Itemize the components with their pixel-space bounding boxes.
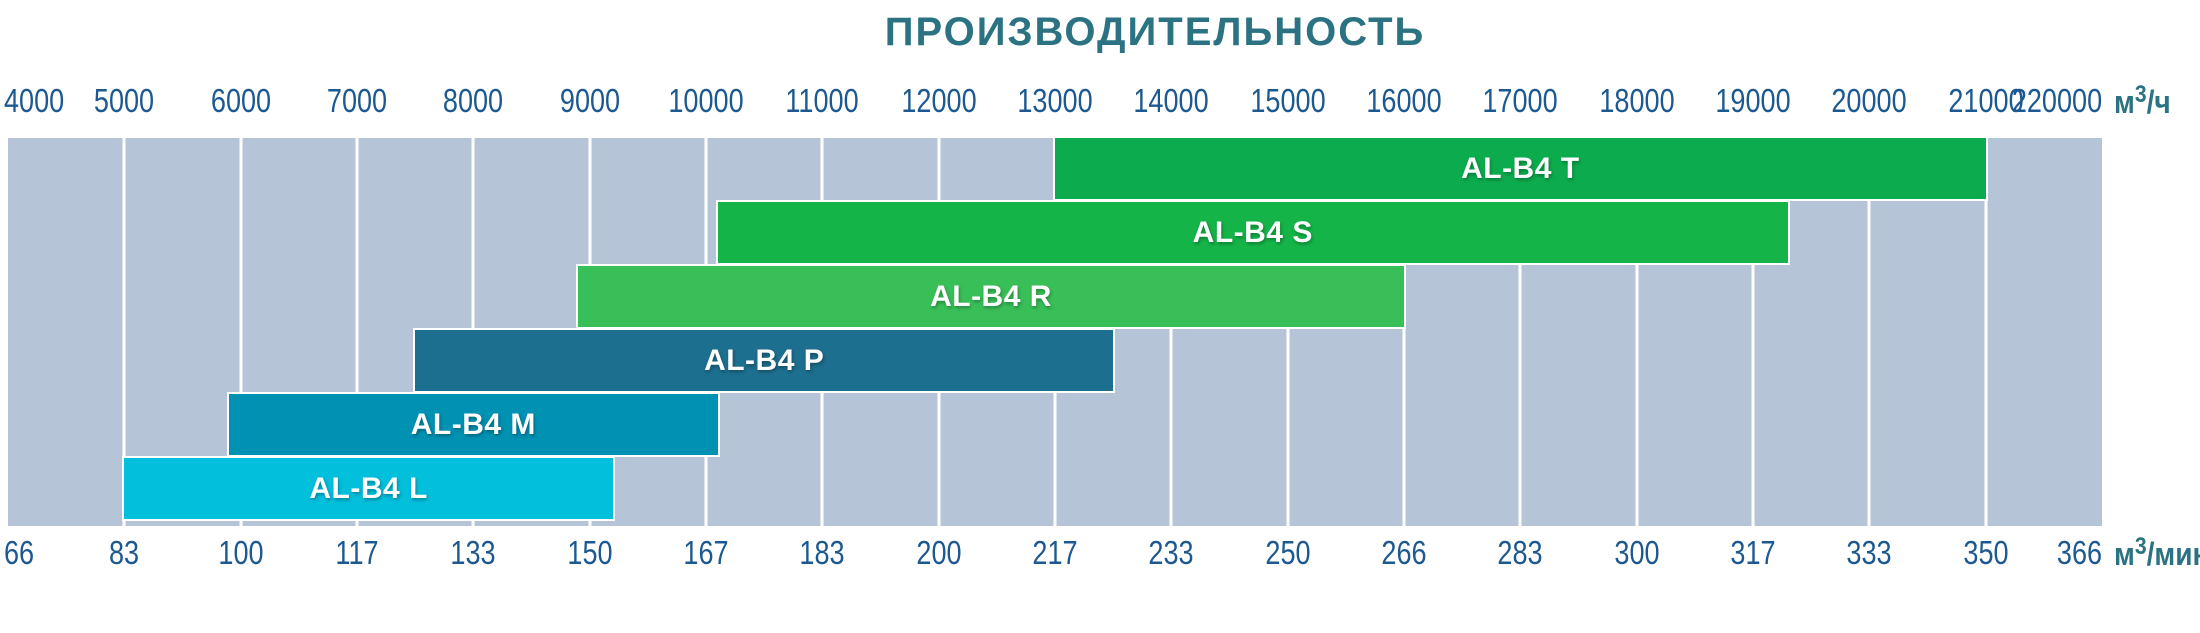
bar-label: AL-B4 M: [410, 408, 536, 441]
bottom-axis-tick: 266: [1381, 534, 1427, 571]
top-axis-tick: 220000: [2011, 82, 2102, 119]
top-axis-tick: 8000: [443, 82, 504, 119]
top-axis-tick: 19000: [1715, 82, 1791, 119]
top-axis-tick: 14000: [1133, 82, 1209, 119]
bar-label: AL-B4 P: [704, 344, 825, 377]
bottom-axis-tick: 250: [1265, 534, 1311, 571]
bottom-axis-tick: 217: [1032, 534, 1078, 571]
bottom-axis-tick: 233: [1148, 534, 1194, 571]
top-axis-tick: 20000: [1831, 82, 1907, 119]
range-bar-al-b4-t: AL-B4 T: [1055, 138, 1986, 199]
gridline: [1518, 138, 1522, 526]
range-bar-al-b4-s: AL-B4 S: [717, 202, 1788, 263]
range-bar-al-b4-r: AL-B4 R: [578, 266, 1404, 327]
gridline: [355, 138, 359, 526]
top-axis-tick: 18000: [1599, 82, 1675, 119]
gridline: [1402, 138, 1406, 526]
top-axis-tick: 4000: [4, 82, 65, 119]
bottom-axis-tick: 350: [1963, 534, 2009, 571]
gridline: [1751, 138, 1755, 526]
bottom-axis-m3min: 66 83 100 117 133 150 167 183 200 217 233 250 266 283…: [4, 533, 2200, 574]
gridline: [122, 138, 126, 526]
gridline: [239, 138, 243, 526]
chart-plot-area: AL-B4 T AL-B4 S AL-B4 R AL-B4 P AL-B4 M AL-B4…: [8, 138, 2102, 526]
gridline: [1169, 138, 1173, 526]
top-axis-tick: 7000: [326, 82, 388, 119]
bottom-axis-unit-label: м3/мин: [2114, 533, 2200, 572]
bottom-axis-tick: 283: [1497, 534, 1543, 571]
bar-label: AL-B4 R: [930, 280, 1052, 313]
chart-title: ПРОИЗВОДИТЕЛЬНОСТЬ: [884, 10, 1426, 54]
top-axis-tick: 9000: [559, 82, 620, 119]
top-axis-tick: 15000: [1250, 82, 1326, 119]
bottom-axis-tick: 66: [4, 534, 35, 571]
bottom-axis-tick: 200: [916, 534, 962, 571]
bottom-axis-tick: 333: [1846, 534, 1892, 571]
gridline: [1286, 138, 1290, 526]
bottom-axis-tick: 366: [2056, 534, 2102, 571]
bottom-axis-tick: 133: [450, 534, 496, 571]
bar-label: AL-B4 S: [1192, 216, 1313, 249]
bottom-axis-tick: 300: [1614, 534, 1660, 571]
bottom-axis-tick: 83: [109, 534, 140, 571]
gridline: [1984, 138, 1988, 526]
range-bar-al-b4-p: AL-B4 P: [415, 330, 1114, 391]
top-axis-tick: 13000: [1017, 82, 1093, 119]
top-axis-tick: 5000: [94, 82, 155, 119]
top-axis-tick: 16000: [1366, 82, 1442, 119]
bottom-axis-tick: 183: [799, 534, 845, 571]
bottom-axis-tick: 167: [683, 534, 729, 571]
top-axis-tick: 17000: [1482, 82, 1558, 119]
top-axis-tick: 10000: [668, 82, 744, 119]
top-axis-m3h: 4000 5000 6000 7000 8000 9000 10000 11000 12000 1…: [4, 81, 2171, 122]
bar-label: AL-B4 T: [1461, 152, 1580, 185]
bottom-axis-tick: 317: [1730, 534, 1776, 571]
top-axis-unit-label: м3/ч: [2114, 81, 2171, 120]
top-axis-tick: 21000: [1948, 82, 2024, 119]
bottom-axis-tick: 117: [335, 534, 379, 571]
range-bar-al-b4-l: AL-B4 L: [124, 458, 613, 519]
top-axis-tick: 6000: [210, 82, 271, 119]
bar-label: AL-B4 L: [309, 472, 428, 505]
range-bar-al-b4-m: AL-B4 M: [229, 394, 718, 455]
bottom-axis-tick: 150: [567, 534, 613, 571]
top-axis-tick: 12000: [901, 82, 977, 119]
gridline: [1635, 138, 1639, 526]
bottom-axis-tick: 100: [218, 534, 264, 571]
top-axis-tick: 11000: [785, 82, 859, 119]
gridline: [1867, 138, 1871, 526]
